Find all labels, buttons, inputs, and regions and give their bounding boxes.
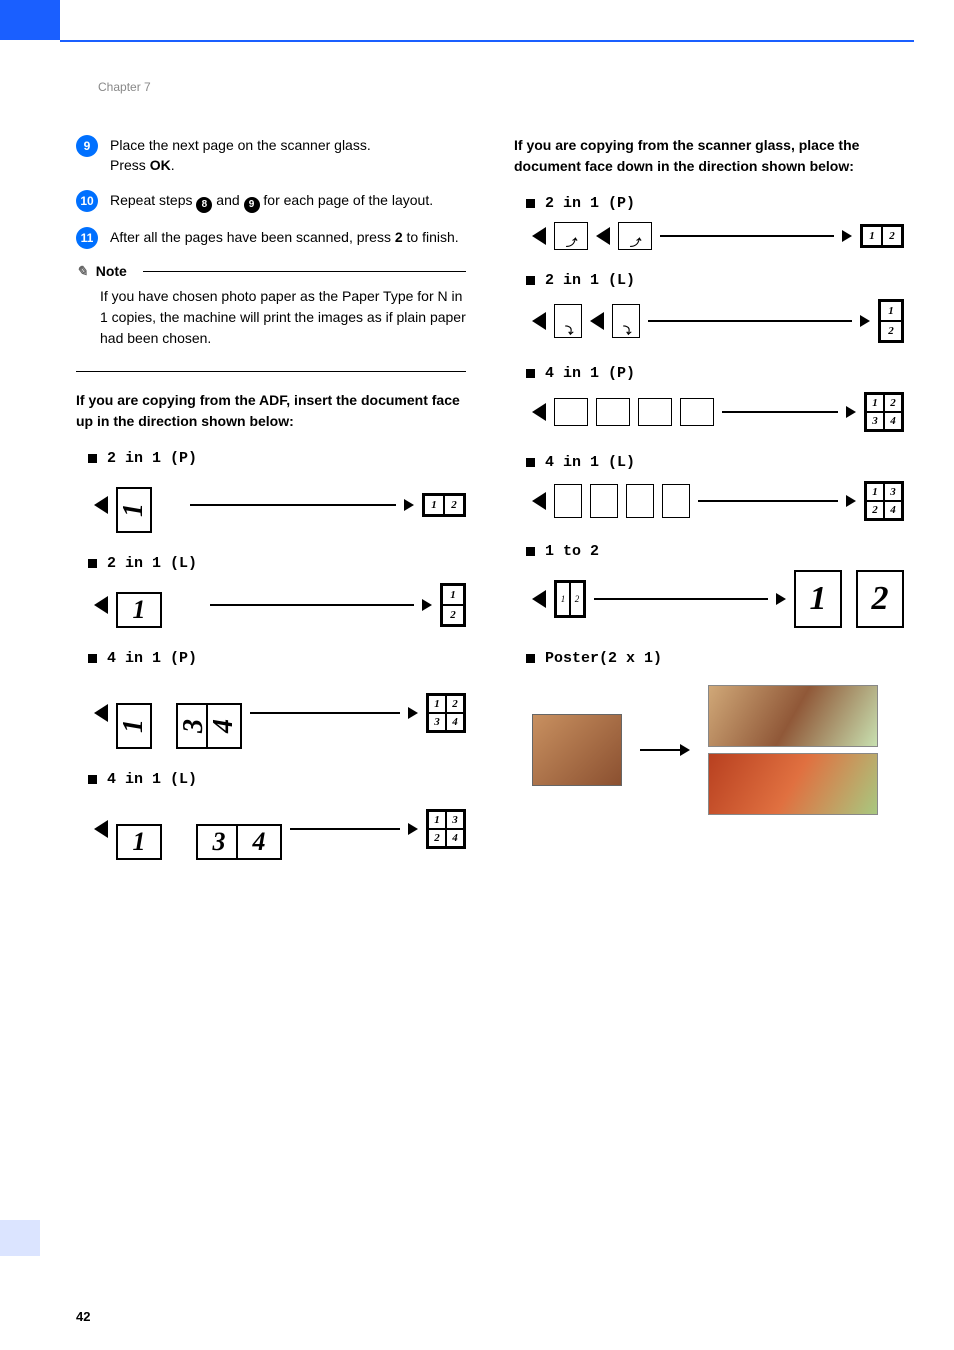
step-11: 11 After all the pages have been scanned… (76, 227, 466, 249)
direction-icon (94, 820, 108, 838)
diagram-g-2in1-l: ⤵ ⤵ 12 (532, 299, 904, 343)
step-bullet: 10 (76, 190, 98, 212)
step-text: Repeat steps 8 and 9 for each page of th… (110, 190, 466, 213)
layout-label: 2 in 1 (L) (526, 272, 904, 289)
step-10: 10 Repeat steps 8 and 9 for each page of… (76, 190, 466, 213)
chapter-label: Chapter 7 (98, 80, 151, 94)
adf-lead: If you are copying from the ADF, insert … (76, 390, 466, 432)
page: Chapter 7 9 Place the next page on the s… (0, 0, 954, 1350)
diagram-4in1-p: 1 2 3 4 1234 (94, 677, 466, 749)
result: 12 (440, 583, 466, 627)
diagram-g-4in1-l: 1324 (532, 481, 904, 521)
diagram-2in1-l: 1 2 12 (94, 582, 466, 628)
right-column: If you are copying from the scanner glas… (514, 135, 904, 882)
direction-icon (94, 704, 108, 722)
note-header: ✎ Note (76, 263, 466, 280)
diagram-4in1-l: 1 2 3 4 1324 (94, 798, 466, 860)
page-number: 42 (76, 1309, 90, 1324)
diagram-g-2in1-p: ⤴ ⤴ 12 (532, 222, 904, 250)
arrow-icon (422, 599, 432, 611)
divider (76, 371, 466, 372)
result: 1324 (426, 809, 466, 849)
diagram-g-4in1-p: 1234 (532, 392, 904, 432)
step-text: After all the pages have been scanned, p… (110, 227, 466, 249)
left-column: 9 Place the next page on the scanner gla… (76, 135, 466, 882)
arrow-icon (408, 823, 418, 835)
step-9: 9 Place the next page on the scanner gla… (76, 135, 466, 176)
note-rule (143, 271, 466, 272)
layout-label: 4 in 1 (P) (88, 650, 466, 667)
note-icon: ✎ (76, 263, 88, 280)
direction-icon (94, 596, 108, 614)
layout-label: 1 to 2 (526, 543, 904, 560)
poster-output-bottom (708, 753, 878, 815)
poster-source-image (532, 714, 622, 786)
layout-label: 4 in 1 (L) (526, 454, 904, 471)
diagram-1to2: 12 1 2 (532, 570, 904, 628)
side-tab (0, 1220, 40, 1256)
diagram-poster (532, 685, 904, 815)
step-bullet: 9 (76, 135, 98, 157)
ref-icon: 8 (196, 197, 212, 213)
arrow-icon (404, 499, 414, 511)
note-body: If you have chosen photo paper as the Pa… (100, 286, 466, 361)
arrow-icon (408, 707, 418, 719)
step-bullet: 11 (76, 227, 98, 249)
note-label: Note (96, 263, 127, 279)
glass-lead: If you are copying from the scanner glas… (514, 135, 904, 177)
header-accent (0, 0, 60, 40)
layout-label: 2 in 1 (P) (88, 450, 466, 467)
result: 1234 (426, 693, 466, 733)
poster-output-top (708, 685, 878, 747)
layout-label: 2 in 1 (L) (88, 555, 466, 572)
step-text: Place the next page on the scanner glass… (110, 135, 466, 176)
layout-label: 4 in 1 (L) (88, 771, 466, 788)
ref-icon: 9 (244, 197, 260, 213)
direction-icon (94, 496, 108, 514)
content-columns: 9 Place the next page on the scanner gla… (76, 135, 914, 882)
diagram-2in1-p: 1 2 12 (94, 477, 466, 533)
layout-label: 2 in 1 (P) (526, 195, 904, 212)
result: 12 (422, 493, 466, 517)
header-rule (60, 40, 914, 42)
layout-label: 4 in 1 (P) (526, 365, 904, 382)
layout-label: Poster(2 x 1) (526, 650, 904, 667)
